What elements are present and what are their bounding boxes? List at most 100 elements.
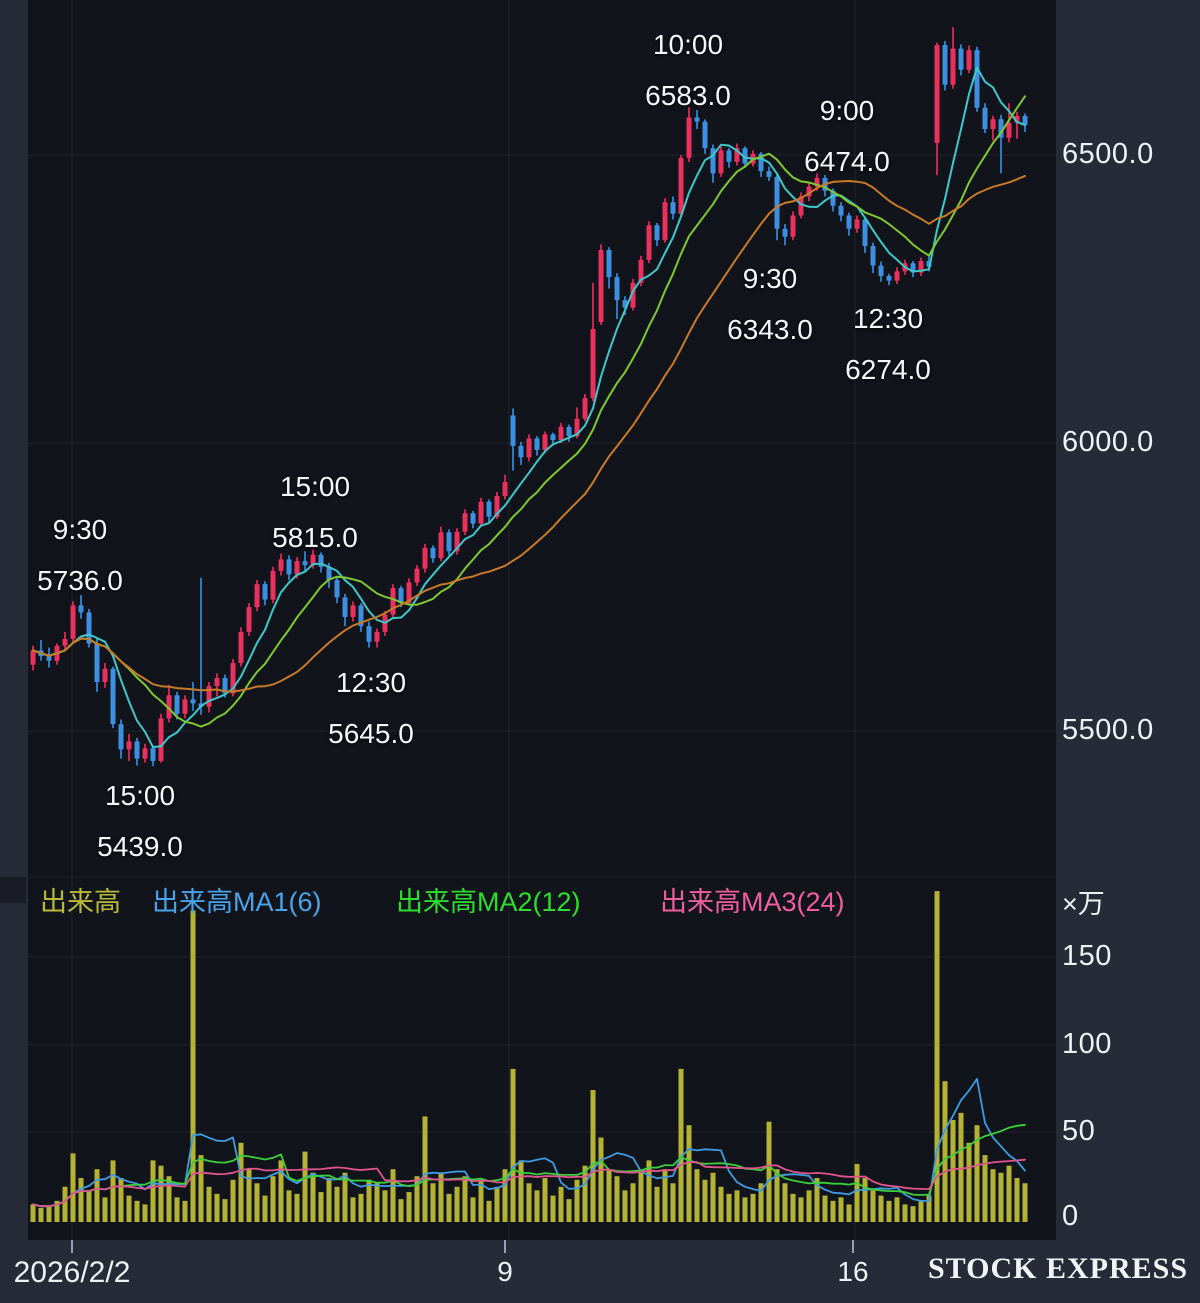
volume-tick-label: 50 (1062, 1115, 1096, 1147)
candle-body (558, 426, 564, 441)
volume-bar (646, 1160, 652, 1222)
pivot-price: 5439.0 (97, 831, 183, 862)
price-ma-line (32, 66, 1026, 749)
volume-bar (638, 1172, 644, 1222)
volume-bar (958, 1112, 964, 1222)
pivot-time: 12:30 (852, 303, 924, 334)
candle-body (366, 626, 372, 642)
volume-bar (902, 1204, 908, 1222)
candle-body (270, 570, 276, 600)
candle-body (654, 225, 660, 241)
volume-bar (942, 1081, 948, 1222)
volume-ma-line (32, 1123, 1026, 1208)
volume-bar (702, 1179, 708, 1222)
candle-body (678, 157, 684, 214)
volume-bar (862, 1178, 868, 1222)
candle-body (638, 259, 644, 283)
candle-body (838, 205, 844, 216)
volume-bar (750, 1193, 756, 1222)
candle-body (262, 584, 268, 600)
candle-body (1022, 115, 1028, 126)
price-ma-line (32, 95, 1026, 728)
candle-body (430, 547, 436, 559)
volume-bar (214, 1193, 220, 1222)
volume-bar (518, 1160, 524, 1222)
volume-bar (742, 1197, 748, 1222)
volume-bar (318, 1192, 324, 1222)
candle-body (830, 190, 836, 206)
legend-item: 出来高 (40, 887, 121, 917)
candle-body (286, 559, 292, 575)
candle-body (614, 277, 620, 301)
candle-body (462, 513, 468, 532)
volume-bar (870, 1190, 876, 1222)
candle-body (566, 426, 572, 437)
candle-body (134, 741, 140, 759)
volume-bar (30, 1204, 36, 1222)
volume-bar (62, 1186, 68, 1222)
volume-bar (678, 1068, 684, 1222)
volume-bar (846, 1204, 852, 1222)
volume-bar (310, 1172, 316, 1222)
candle-body (350, 605, 356, 617)
price-tick-label: 6000.0 (1062, 426, 1154, 458)
candle-body (798, 196, 804, 216)
candle-body (174, 695, 180, 714)
volume-bar (350, 1197, 356, 1222)
candle-body (46, 656, 52, 661)
volume-bar (326, 1178, 332, 1222)
candle-body (782, 228, 788, 237)
time-axis-label: 2026/2/2 (13, 1256, 131, 1289)
volume-bar (782, 1183, 788, 1222)
volume-bar (574, 1179, 580, 1222)
volume-bar (374, 1183, 380, 1222)
candle-body (390, 588, 396, 615)
volume-bar (550, 1195, 556, 1222)
volume-bar (222, 1199, 228, 1222)
volume-bar (630, 1183, 636, 1222)
volume-bar (534, 1190, 540, 1222)
volume-bar (390, 1169, 396, 1222)
candle-body (374, 631, 380, 642)
candle-body (358, 605, 364, 627)
volume-tick-label: 0 (1062, 1200, 1079, 1232)
volume-unit-label: ×万 (1062, 889, 1105, 919)
candle-body (30, 650, 36, 665)
volume-bar (46, 1206, 52, 1222)
volume-bar (734, 1190, 740, 1222)
time-axis: 2026/2/2 9 16 STOCK EXPRESS (0, 1240, 1200, 1303)
volume-bar (814, 1178, 820, 1222)
legend-item: 出来高MA2(12) (396, 887, 581, 917)
volume-bar (990, 1169, 996, 1222)
candle-body (966, 50, 972, 70)
volume-bar (982, 1155, 988, 1222)
candle-body (78, 605, 84, 613)
volume-bar (694, 1169, 700, 1222)
panel-divider-handle[interactable] (0, 877, 26, 903)
volume-bar (102, 1197, 108, 1222)
volume-bar (302, 1151, 308, 1222)
candle-body (398, 588, 404, 604)
candlestick-volume-chart[interactable] (0, 0, 1200, 1240)
candle-body (870, 246, 876, 266)
volume-bar (422, 1116, 428, 1222)
volume-bar (446, 1193, 452, 1222)
candle-body (310, 554, 316, 566)
candle-body (686, 117, 692, 158)
volume-bar (614, 1176, 620, 1222)
price-tick-label: 5500.0 (1062, 714, 1154, 746)
candle-body (846, 215, 852, 229)
candle-body (126, 741, 132, 750)
volume-bar (198, 1155, 204, 1222)
candle-body (342, 597, 348, 617)
volume-bar (542, 1178, 548, 1222)
volume-bar (654, 1186, 660, 1222)
pivot-price: 6274.0 (845, 354, 931, 385)
plot-background (28, 0, 1056, 1240)
volume-bar (134, 1200, 140, 1222)
volume-bar (622, 1190, 628, 1222)
pivot-annotation: 9:30 5736.0 (37, 504, 123, 606)
volume-bar (710, 1172, 716, 1222)
volume-bar (582, 1165, 588, 1222)
candle-body (542, 434, 548, 450)
